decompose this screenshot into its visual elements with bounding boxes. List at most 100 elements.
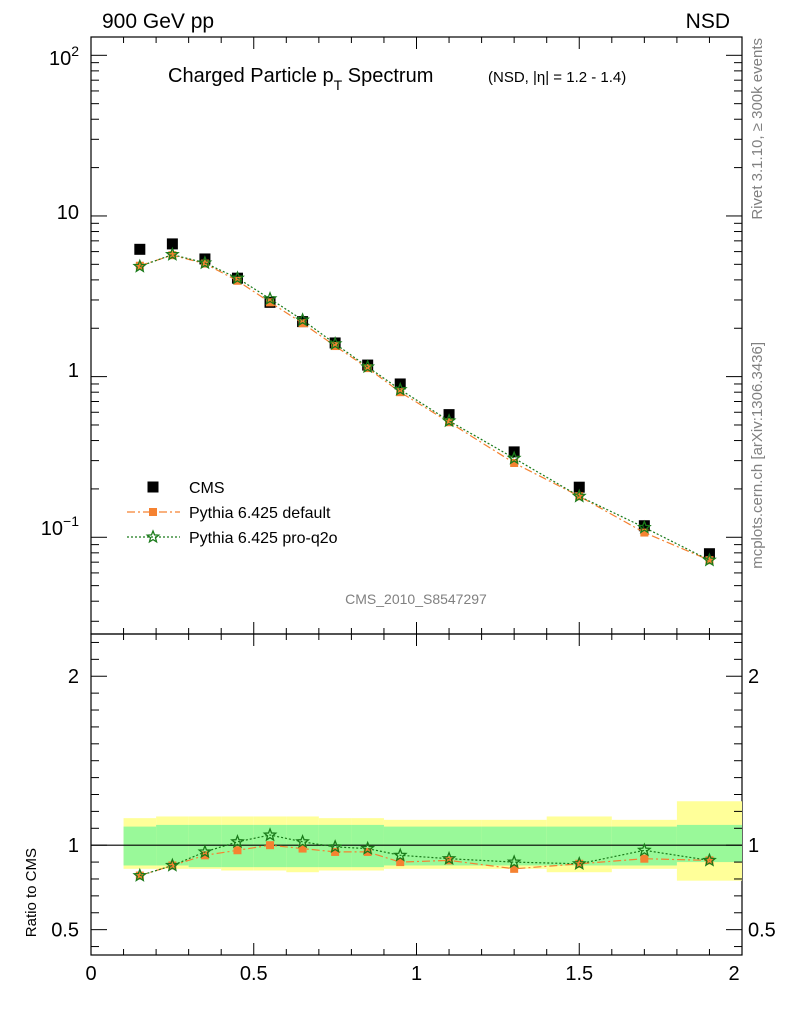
point-proq2o: [230, 270, 245, 285]
point-default: [266, 841, 275, 850]
legend-marker-cms: [147, 481, 159, 493]
point-proq2o: [295, 312, 310, 327]
plot-title-qualifier: (NSD, |η| = 1.2 - 1.4): [488, 69, 626, 86]
axis-ticks: [90, 37, 743, 955]
plot-title: Charged Particle pT Spectrum: [168, 65, 433, 93]
point-proq2o: [571, 488, 587, 503]
legend-marker-proq2o: [145, 529, 161, 544]
point-proq2o: [132, 258, 148, 273]
point-proq2o: [197, 844, 213, 859]
band-inner: [318, 824, 352, 868]
ytick-label-ratio-right: 2: [748, 666, 759, 688]
point-proq2o: [506, 450, 522, 465]
xtick-label: 1: [411, 963, 422, 985]
legend-label-cms: CMS: [189, 480, 225, 497]
point-default: [445, 418, 454, 427]
title-main: Charged Particle p: [168, 65, 334, 87]
point-default: [445, 856, 454, 865]
series-line-default: [139, 844, 710, 877]
point-proq2o: [262, 291, 278, 306]
point-proq2o: [702, 552, 717, 567]
ytick-label-ratio: 1: [68, 835, 79, 857]
point-default: [705, 856, 714, 865]
xtick-label: 1.5: [565, 963, 593, 985]
point-proq2o: [327, 839, 343, 854]
point-default: [396, 858, 405, 867]
band-inner: [123, 826, 157, 866]
ytick-label-main: 102: [49, 43, 79, 70]
point-default: [363, 364, 372, 373]
point-default: [705, 556, 714, 565]
title-sub: T: [334, 77, 343, 93]
point-proq2o: [441, 850, 457, 865]
point-proq2o: [636, 842, 652, 857]
header-right: NSD: [686, 10, 730, 33]
point-default: [363, 847, 372, 856]
point-proq2o: [295, 834, 310, 849]
point-cms: [134, 243, 146, 255]
band-inner: [221, 824, 254, 868]
point-default: [168, 251, 177, 260]
point-proq2o: [702, 852, 717, 867]
ratio-series: [132, 827, 717, 882]
point-proq2o: [197, 255, 213, 270]
point-default: [298, 844, 307, 853]
legend-label-proq2o: Pythia 6.425 pro-q2o: [189, 530, 338, 547]
point-proq2o: [327, 336, 343, 351]
legend-label-default: Pythia 6.425 default: [189, 505, 331, 522]
legend-marker-default: [149, 508, 157, 516]
ytick-label-ratio-right: 1: [748, 835, 759, 857]
point-default: [200, 259, 209, 268]
uncertainty-bands: [91, 801, 742, 881]
rivet-label: Rivet 3.1.10, ≥ 300k events: [749, 38, 766, 220]
point-proq2o: [132, 867, 148, 882]
series-line-proq2o: [139, 834, 710, 877]
point-default: [168, 861, 177, 870]
ytick-label-ratio-right: 0.5: [748, 920, 776, 942]
ytick-label-main: 10−1: [41, 513, 79, 540]
point-proq2o: [262, 827, 278, 842]
point-proq2o: [392, 847, 408, 862]
point-proq2o: [571, 855, 587, 871]
point-proq2o: [360, 359, 376, 374]
point-cms: [166, 238, 178, 250]
ytick-label-ratio: 2: [68, 666, 79, 688]
point-default: [266, 298, 275, 307]
point-default: [640, 854, 649, 863]
title-suffix: Spectrum: [342, 65, 433, 87]
main-series: [132, 238, 717, 567]
point-default: [640, 528, 649, 537]
point-proq2o: [164, 857, 180, 872]
header-left: 900 GeV pp: [102, 10, 214, 33]
ratio-ylabel: Ratio to CMS: [23, 848, 40, 937]
series-line-default: [139, 254, 710, 561]
point-cms: [199, 253, 211, 265]
point-proq2o: [636, 519, 652, 534]
point-default: [510, 458, 519, 467]
ytick-label-main: 10: [57, 202, 79, 224]
band-inner: [546, 826, 612, 866]
point-cms: [638, 520, 650, 532]
point-proq2o: [360, 840, 376, 855]
ytick-label-ratio: 0.5: [51, 920, 79, 942]
point-proq2o: [506, 854, 522, 869]
point-default: [575, 859, 584, 868]
point-proq2o: [441, 413, 457, 428]
point-default: [233, 846, 242, 855]
mcplots-label: mcplots.cern.ch [arXiv:1306.3436]: [749, 342, 766, 569]
band-inner: [481, 826, 547, 866]
series-line-proq2o: [139, 253, 710, 561]
point-default: [331, 847, 340, 856]
ytick-label-main: 1: [68, 360, 79, 382]
ratio-tick-labels: 0.5 0.5 1 1 2 2 0 0.5 1 1.5 2: [51, 666, 776, 985]
point-proq2o: [392, 381, 408, 396]
point-default: [135, 261, 144, 270]
analysis-id: CMS_2010_S8547297: [345, 591, 487, 607]
point-proq2o: [164, 246, 180, 261]
xtick-label: 0: [85, 963, 96, 985]
xtick-label: 2: [728, 963, 739, 985]
legend: CMS Pythia 6.425 default Pythia 6.425 pro-…: [127, 480, 338, 547]
point-default: [510, 864, 519, 873]
ratio-panel-frame: [90, 633, 743, 956]
